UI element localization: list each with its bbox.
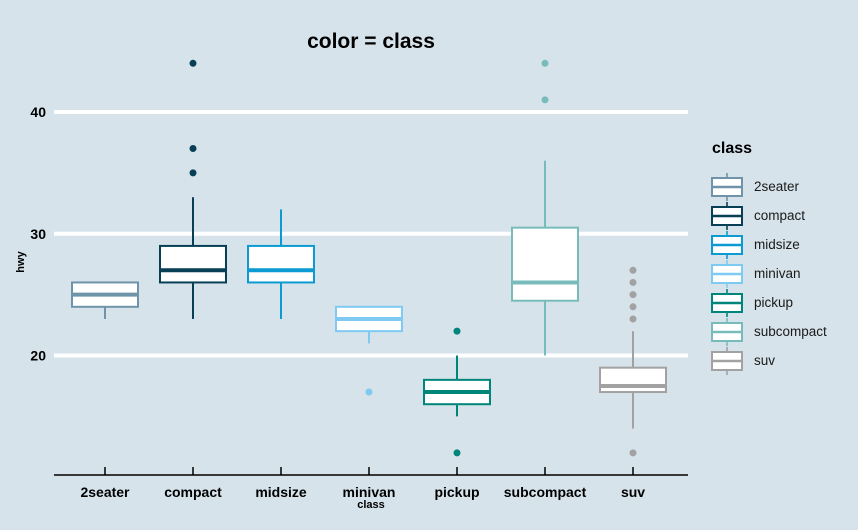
chart-title: color = class — [307, 30, 435, 53]
y-axis-title: hwy — [15, 251, 27, 273]
legend-item-label: 2seater — [754, 179, 800, 194]
outlier-dot-suv — [629, 303, 637, 311]
legend-item-pickup: pickup — [710, 288, 827, 317]
outlier-dot-compact — [189, 59, 197, 67]
outlier-dot-subcompact — [541, 59, 549, 67]
legend-item-label: subcompact — [754, 324, 827, 339]
boxplot-key-icon — [711, 230, 743, 259]
box-compact — [159, 244, 227, 284]
outlier-dot-suv — [629, 449, 637, 457]
outlier-dot-suv — [629, 278, 637, 286]
legend-item-label: minivan — [754, 266, 801, 281]
x-category-label: minivan — [343, 484, 396, 500]
outlier-dot-suv — [629, 266, 637, 274]
outlier-dot-compact — [189, 169, 197, 177]
boxplot-key-icon — [711, 317, 743, 346]
x-category-label: subcompact — [504, 484, 587, 500]
y-tick-label: 40 — [30, 104, 46, 120]
boxplot-key-icon — [711, 346, 743, 375]
legend-items: 2seater compact midsize minivan pickup subcom… — [710, 172, 827, 375]
legend-item-2seater: 2seater — [710, 172, 827, 201]
legend-item-compact: compact — [710, 201, 827, 230]
outlier-dot-suv — [629, 291, 637, 299]
box-subcompact — [511, 226, 579, 302]
outlier-dot-subcompact — [541, 96, 549, 104]
legend: class 2seater compact midsize minivan pickup… — [710, 140, 827, 375]
outlier-dot-pickup — [453, 449, 461, 457]
boxplot-key-icon — [711, 172, 743, 201]
legend-item-midsize: midsize — [710, 230, 827, 259]
outlier-dot-compact — [189, 145, 197, 153]
legend-item-label: midsize — [754, 237, 800, 252]
legend-item-label: suv — [754, 353, 776, 368]
y-tick-label: 30 — [30, 226, 46, 242]
outlier-dot-pickup — [453, 327, 461, 335]
y-tick-label: 20 — [30, 348, 46, 364]
boxplot-key-icon — [711, 201, 743, 230]
legend-item-subcompact: subcompact — [710, 317, 827, 346]
x-category-label: 2seater — [80, 484, 130, 500]
x-category-label: pickup — [434, 484, 479, 500]
legend-item-suv: suv — [710, 346, 827, 375]
outlier-dot-minivan — [365, 388, 373, 396]
x-category-label: suv — [621, 484, 645, 500]
boxplot-key-icon — [711, 288, 743, 317]
box-midsize — [247, 244, 315, 284]
legend-title: class — [712, 140, 753, 157]
x-category-label: midsize — [255, 484, 307, 500]
box-suv — [599, 366, 667, 394]
x-axis-title: class — [357, 499, 385, 511]
legend-item-label: compact — [754, 208, 806, 223]
x-category-label: compact — [164, 484, 222, 500]
legend-item-label: pickup — [754, 295, 794, 310]
legend-item-minivan: minivan — [710, 259, 827, 288]
boxplot-key-icon — [711, 259, 743, 288]
outlier-dot-suv — [629, 315, 637, 323]
